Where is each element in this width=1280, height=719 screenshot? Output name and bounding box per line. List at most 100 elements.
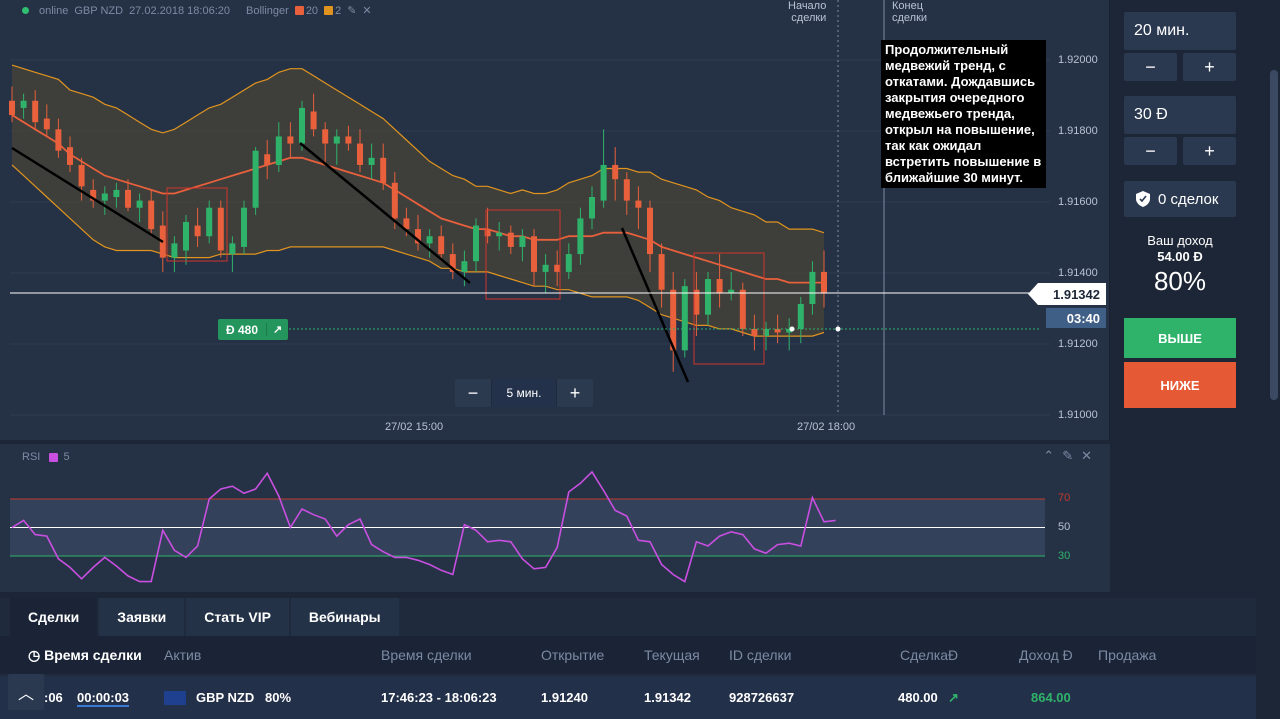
row-income: 864.00 bbox=[1031, 690, 1071, 705]
trade-sidebar: 20 мин. − + 30 Ð − + 0 сделок Ваш доход … bbox=[1112, 0, 1267, 440]
deals-count[interactable]: 0 сделок bbox=[1124, 181, 1236, 217]
tab-webinars[interactable]: Вебинары bbox=[290, 598, 399, 636]
rsi-tools: ⌃ ✎ ✕ bbox=[1043, 448, 1092, 464]
tab-orders[interactable]: Заявки bbox=[99, 598, 185, 636]
higher-button[interactable]: ВЫШЕ bbox=[1124, 318, 1236, 358]
income-label: Ваш доход bbox=[1147, 233, 1213, 248]
indicator-name: Bollinger bbox=[246, 4, 289, 17]
tab-deals[interactable]: Сделки bbox=[10, 598, 98, 636]
duration-field[interactable]: 20 мин. bbox=[1124, 12, 1236, 50]
candle-body bbox=[136, 200, 143, 208]
candle-body bbox=[612, 164, 619, 180]
bet-amount: Ð 480 bbox=[226, 322, 259, 337]
chart-canvas[interactable] bbox=[0, 0, 1110, 440]
col-sell: Продажа bbox=[1098, 647, 1157, 663]
scroll-thumb[interactable] bbox=[1270, 70, 1278, 400]
bollinger-middle bbox=[11, 114, 824, 284]
candle-body bbox=[113, 189, 120, 198]
candle-body bbox=[9, 100, 15, 116]
row-id: 928726637 bbox=[729, 690, 795, 705]
candle-body bbox=[287, 136, 294, 144]
x-tick: 27/02 18:00 bbox=[797, 421, 856, 433]
candle-body bbox=[194, 225, 201, 237]
online-dot-icon bbox=[22, 7, 29, 14]
flag-icon bbox=[164, 691, 186, 705]
candle-body bbox=[589, 197, 595, 219]
duration-minus-button[interactable]: − bbox=[1124, 53, 1177, 81]
analysis-note: Продолжительный медвежий тренд, с отката… bbox=[881, 40, 1046, 188]
candle-body bbox=[438, 236, 445, 255]
edit-icon[interactable]: ✎ bbox=[1062, 448, 1074, 463]
candle-body bbox=[310, 111, 317, 130]
indicator-deviation: 2 bbox=[324, 5, 341, 17]
col-deal-time-sort[interactable]: ◷ Время сделки bbox=[28, 647, 142, 663]
candle-body bbox=[658, 254, 665, 290]
candle-body bbox=[542, 264, 549, 272]
row-open: 1.91240 bbox=[541, 690, 588, 705]
rsi-level-70: 70 bbox=[1058, 492, 1071, 504]
row-amount: 480.00 bbox=[898, 690, 938, 705]
y-tick: 1.91600 bbox=[1058, 196, 1098, 208]
row-clock: :06 bbox=[44, 690, 63, 705]
close-icon[interactable]: ✕ bbox=[362, 5, 372, 17]
col-id: ID сделки bbox=[729, 647, 792, 663]
candle-body bbox=[90, 189, 97, 201]
bollinger-lower bbox=[11, 164, 825, 337]
candle-body bbox=[125, 189, 131, 208]
x-tick: 27/02 15:00 bbox=[385, 421, 444, 433]
amount-plus-button[interactable]: + bbox=[1183, 137, 1236, 165]
candle-body bbox=[507, 232, 514, 247]
income-value: 54.00 Ð bbox=[1157, 249, 1203, 264]
col-open: Открытие bbox=[541, 647, 605, 663]
rsi-panel[interactable]: RSI 5 ⌃ ✎ ✕ 70 50 30 bbox=[0, 444, 1110, 592]
tab-vip[interactable]: Стать VIP bbox=[186, 598, 289, 636]
timeframe-value[interactable]: 5 мин. bbox=[491, 379, 557, 407]
rsi-level-50: 50 bbox=[1058, 521, 1071, 533]
amount-minus-button[interactable]: − bbox=[1124, 137, 1177, 165]
candle-body bbox=[763, 328, 769, 337]
edit-icon[interactable]: ✎ bbox=[347, 5, 357, 17]
candle-body bbox=[43, 118, 50, 130]
lower-button[interactable]: НИЖЕ bbox=[1124, 362, 1236, 408]
open-bet-chip[interactable]: Ð 480 ↗ bbox=[218, 319, 289, 340]
col-time: Время сделки bbox=[381, 647, 472, 663]
candle-body bbox=[716, 279, 723, 294]
table-row[interactable]: :06 00:00:03 GBP NZD 80% 17:46:23 - 18:0… bbox=[0, 676, 1256, 719]
candle-body bbox=[415, 229, 421, 244]
current-price-tag: 1.91342 bbox=[1028, 283, 1106, 305]
row-time-range: 17:46:23 - 18:06:23 bbox=[381, 690, 497, 705]
bet-marker bbox=[835, 326, 841, 332]
duration-plus-button[interactable]: + bbox=[1183, 53, 1236, 81]
price-chart[interactable]: online GBP NZD 27.02.2018 18:06:20 Bolli… bbox=[0, 0, 1110, 440]
candle-body bbox=[368, 157, 375, 165]
candle-body bbox=[565, 254, 572, 272]
arrow-up-right-icon: ↗ bbox=[266, 323, 288, 336]
candle-body bbox=[496, 232, 503, 237]
candle-body bbox=[101, 193, 108, 201]
candle-body bbox=[217, 207, 224, 251]
amount-field[interactable]: 30 Ð bbox=[1124, 96, 1236, 134]
candle-body bbox=[728, 289, 735, 294]
candle-body bbox=[426, 236, 433, 244]
candle-body bbox=[484, 229, 491, 237]
candle-body bbox=[531, 236, 537, 272]
close-icon[interactable]: ✕ bbox=[1081, 448, 1092, 463]
candle-body bbox=[357, 143, 363, 165]
candle-body bbox=[333, 136, 340, 144]
candle-body bbox=[693, 289, 700, 315]
scroll-top-button[interactable]: ︿ bbox=[8, 674, 44, 710]
row-current: 1.91342 bbox=[644, 690, 691, 705]
candle-body bbox=[554, 264, 561, 272]
candle-body bbox=[786, 328, 793, 333]
y-tick: 1.91400 bbox=[1058, 267, 1098, 279]
timeframe-minus-button[interactable]: − bbox=[467, 382, 479, 403]
col-income: Доход Ð bbox=[1019, 647, 1073, 663]
candle-body bbox=[670, 289, 677, 351]
candle-body bbox=[461, 261, 468, 272]
chevron-up-icon[interactable]: ⌃ bbox=[1043, 448, 1055, 463]
clock-icon: ◷ bbox=[28, 647, 41, 663]
timeframe-plus-button[interactable]: + bbox=[569, 382, 581, 403]
page-scrollbar[interactable] bbox=[1268, 0, 1280, 719]
timeframe-control: − 5 мин. + bbox=[455, 379, 593, 407]
candle-body bbox=[32, 100, 39, 123]
